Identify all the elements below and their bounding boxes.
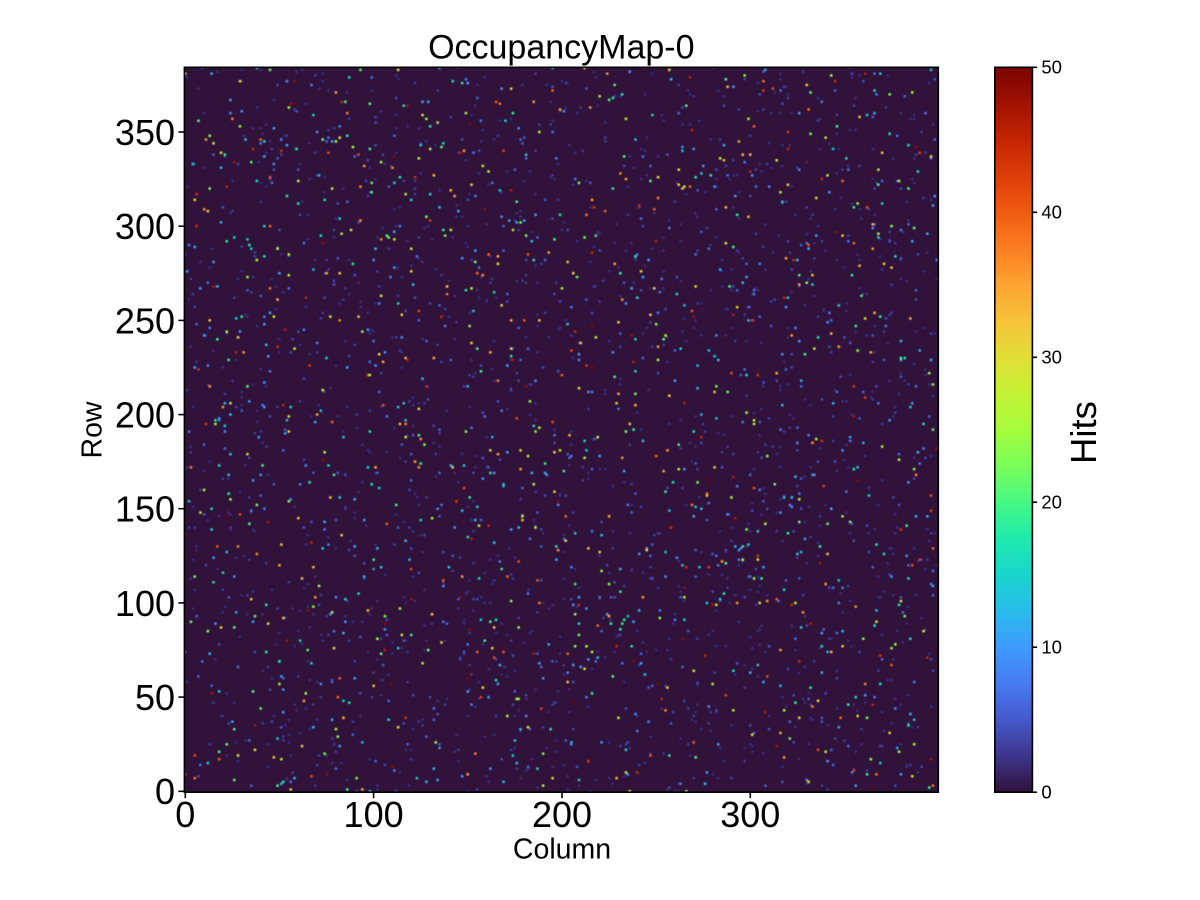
- svg-text:Row: Row: [76, 401, 108, 458]
- svg-text:0: 0: [1041, 782, 1051, 803]
- svg-text:10: 10: [1041, 637, 1062, 658]
- svg-text:350: 350: [115, 112, 175, 153]
- svg-text:100: 100: [344, 794, 404, 835]
- svg-text:100: 100: [115, 583, 175, 624]
- svg-text:300: 300: [115, 206, 175, 247]
- svg-text:0: 0: [155, 771, 175, 812]
- svg-text:30: 30: [1041, 347, 1062, 368]
- svg-text:Hits: Hits: [1063, 401, 1104, 464]
- svg-text:250: 250: [115, 300, 175, 341]
- svg-text:20: 20: [1041, 492, 1062, 513]
- svg-text:200: 200: [532, 794, 592, 835]
- svg-text:50: 50: [135, 677, 175, 718]
- svg-text:OccupancyMap-0: OccupancyMap-0: [428, 29, 694, 67]
- svg-text:40: 40: [1041, 202, 1062, 223]
- svg-text:200: 200: [115, 395, 175, 436]
- svg-text:50: 50: [1041, 57, 1062, 78]
- svg-text:0: 0: [175, 794, 195, 835]
- svg-text:Column: Column: [513, 834, 611, 866]
- svg-text:300: 300: [720, 794, 780, 835]
- svg-text:150: 150: [115, 489, 175, 530]
